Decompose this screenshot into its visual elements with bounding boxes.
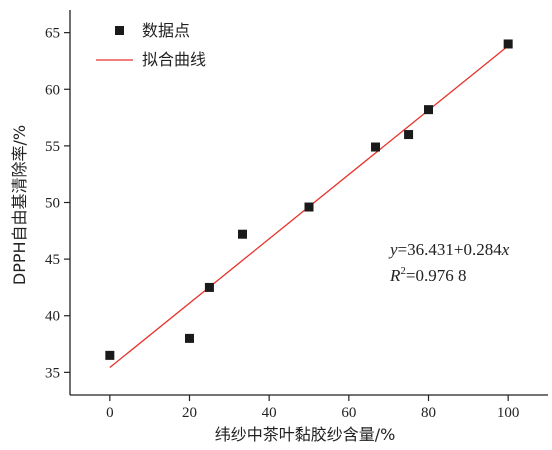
y-tick-label: 65 xyxy=(45,26,60,42)
data-point xyxy=(404,130,414,140)
data-point xyxy=(371,142,381,152)
x-tick-label: 20 xyxy=(182,405,197,421)
x-tick-label: 0 xyxy=(106,405,114,421)
data-point xyxy=(503,39,513,49)
data-point xyxy=(304,202,314,212)
x-tick-label: 60 xyxy=(341,405,356,421)
legend-label-fit: 拟合曲线 xyxy=(142,50,206,69)
data-point xyxy=(204,282,214,292)
y-tick-label: 35 xyxy=(45,365,60,381)
legend-marker-icon xyxy=(115,26,124,35)
data-point xyxy=(237,229,247,239)
data-point xyxy=(424,105,433,115)
r-squared: R2=0.976 8 xyxy=(389,265,466,285)
data-points xyxy=(105,39,513,360)
x-axis-label: 纬纱中茶叶黏胶纱含量/% xyxy=(215,425,396,444)
y-tick-label: 45 xyxy=(45,252,60,268)
x-ticks: 0 20 40 60 80 100 xyxy=(106,395,519,421)
y-tick-label: 50 xyxy=(45,196,60,212)
x-tick-label: 100 xyxy=(497,405,520,421)
fit-equation: y=36.431+0.284x xyxy=(388,240,510,259)
x-tick-label: 40 xyxy=(262,405,277,421)
y-tick-label: 60 xyxy=(45,82,60,98)
y-tick-label: 40 xyxy=(45,309,60,325)
legend-label-points: 数据点 xyxy=(142,21,190,40)
x-tick-label: 80 xyxy=(421,405,436,421)
legend: 数据点 拟合曲线 xyxy=(96,21,206,69)
y-tick-label: 55 xyxy=(45,139,60,155)
data-point xyxy=(185,333,194,343)
y-ticks: 35 40 45 50 55 60 65 xyxy=(45,26,70,381)
data-point xyxy=(105,350,115,360)
y-axis-label: DPPH自由基清除率/% xyxy=(10,125,29,285)
